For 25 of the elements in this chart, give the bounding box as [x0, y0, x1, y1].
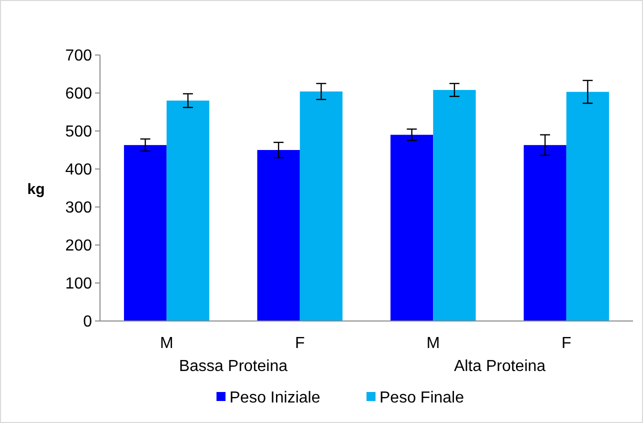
y-tick-label: 300: [65, 200, 92, 217]
y-axis-title: kg: [27, 181, 45, 198]
y-tick-label: 700: [65, 48, 92, 65]
text: Bassa Proteina: [178, 358, 288, 375]
bar: [124, 145, 167, 321]
y-tick-label: 200: [65, 238, 92, 255]
y-tick-label: 0: [83, 314, 92, 331]
y-tick-label: 400: [65, 162, 92, 179]
bar: [300, 91, 343, 321]
legend-label: Peso Finale: [380, 390, 464, 407]
x-tick-label: F: [561, 335, 572, 352]
bar: [524, 145, 566, 321]
bar: [257, 150, 300, 321]
bar: [390, 134, 434, 321]
x-tick-label: M: [160, 335, 174, 352]
x-tick-label: M: [426, 335, 440, 352]
y-tick-label: 600: [65, 86, 92, 103]
x-tick-label: F: [294, 335, 305, 352]
y-tick-label: 500: [65, 124, 92, 141]
legend-label: Peso Iniziale: [230, 390, 320, 407]
bar: [166, 100, 210, 321]
bar: [433, 90, 476, 321]
text: Alta Proteina: [454, 358, 546, 375]
bar: [566, 92, 610, 321]
y-tick-label: 100: [65, 276, 92, 293]
